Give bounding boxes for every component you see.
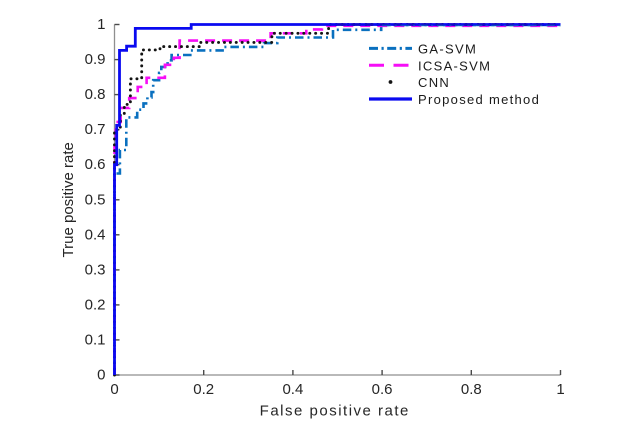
svg-text:0.3: 0.3: [85, 261, 106, 278]
svg-text:0.1: 0.1: [85, 331, 106, 348]
svg-text:0: 0: [110, 381, 118, 398]
svg-text:0.8: 0.8: [461, 381, 482, 398]
svg-text:False positive rate: False positive rate: [260, 403, 410, 420]
svg-text:1: 1: [97, 16, 105, 33]
svg-text:0.2: 0.2: [85, 296, 106, 313]
svg-text:1: 1: [556, 381, 564, 398]
svg-text:0.4: 0.4: [282, 381, 303, 398]
svg-text:0.7: 0.7: [85, 121, 106, 138]
svg-text:GA-SVM: GA-SVM: [418, 42, 477, 57]
svg-text:0.8: 0.8: [85, 86, 106, 103]
svg-text:CNN: CNN: [418, 75, 450, 90]
svg-text:0.5: 0.5: [85, 191, 106, 208]
svg-text:0.6: 0.6: [372, 381, 393, 398]
svg-text:0.9: 0.9: [85, 51, 106, 68]
svg-text:Proposed method: Proposed method: [418, 92, 540, 107]
svg-text:0.2: 0.2: [193, 381, 214, 398]
svg-text:0: 0: [97, 367, 105, 384]
svg-text:0.4: 0.4: [85, 226, 106, 243]
svg-text:True positive rate: True positive rate: [60, 142, 77, 257]
svg-text:ICSA-SVM: ICSA-SVM: [418, 58, 491, 73]
svg-text:0.6: 0.6: [85, 156, 106, 173]
